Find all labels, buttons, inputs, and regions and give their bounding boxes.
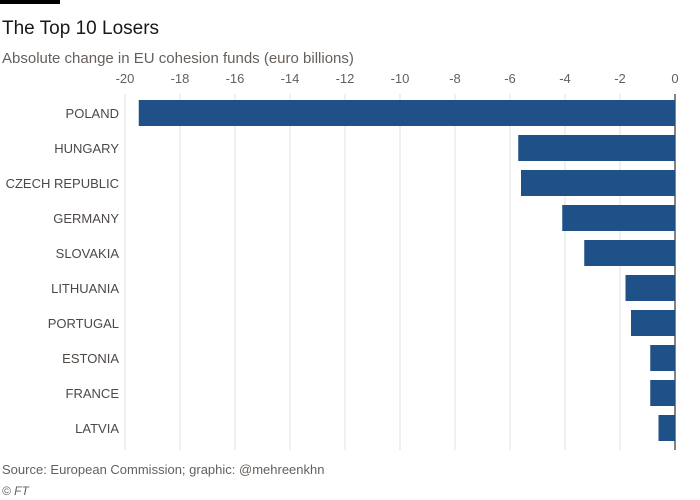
category-labels: POLAND HUNGARY CZECH REPUBLIC GERMANY SLOVAK… [6,106,120,436]
bar-france [650,380,675,406]
bar-estonia [650,345,675,371]
x-tick-label: -2 [614,71,626,86]
x-axis-ticks: -20 -18 -16 -14 -12 -10 -8 -6 -4 -2 0 [116,71,679,86]
bar-germany [562,205,675,231]
bar-portugal [631,310,675,336]
x-tick-label: -16 [226,71,245,86]
bar-chart: -20 -18 -16 -14 -12 -10 -8 -6 -4 -2 0 POLANDHUNGAR… [6,71,679,450]
chart-title: The Top 10 Losers [2,18,160,39]
bar-hungary [518,135,675,161]
bar-poland [138,100,675,126]
category-label: SLOVAKIA [56,246,120,261]
x-tick-label: -14 [281,71,300,86]
x-tick-label: -10 [391,71,410,86]
category-label: ESTONIA [62,351,119,366]
bars [138,100,675,441]
category-label: FRANCE [66,386,120,401]
category-label: LITHUANIA [51,281,119,296]
x-tick-label: -12 [336,71,355,86]
x-tick-label: -6 [504,71,516,86]
x-tick-label: -4 [559,71,571,86]
category-label: GERMANY [53,211,119,226]
x-tick-label: -8 [449,71,461,86]
copyright-note: © FT [2,484,29,498]
bar-latvia [658,415,675,441]
category-label: POLAND [66,106,119,121]
source-note: Source: European Commission; graphic: @m… [2,462,325,477]
x-tick-label: -20 [116,71,135,86]
category-label: CZECH REPUBLIC [6,176,119,191]
category-label: LATVIA [75,421,119,436]
chart-subtitle: Absolute change in EU cohesion funds (eu… [2,50,354,67]
header-rule [0,0,60,4]
bar-slovakia [584,240,675,266]
x-tick-label: -18 [171,71,190,86]
category-label: HUNGARY [54,141,119,156]
x-tick-label: 0 [671,71,678,86]
bar-czech-republic [521,170,675,196]
category-label: PORTUGAL [48,316,119,331]
bar-lithuania [625,275,675,301]
